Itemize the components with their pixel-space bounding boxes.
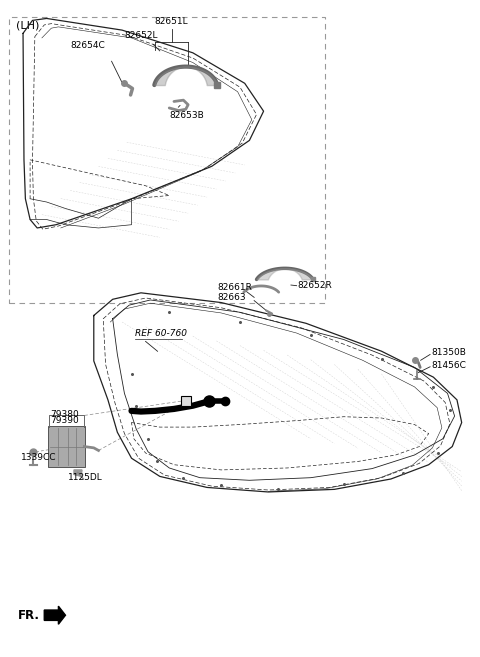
Text: (LH): (LH) xyxy=(16,20,39,30)
Bar xyxy=(181,396,192,406)
Polygon shape xyxy=(44,606,65,624)
Polygon shape xyxy=(74,470,82,476)
Text: 82661R: 82661R xyxy=(217,283,252,292)
Text: 1339CC: 1339CC xyxy=(21,453,56,462)
Text: 1125DL: 1125DL xyxy=(68,473,103,482)
Text: REF 60-760: REF 60-760 xyxy=(135,329,187,338)
Text: FR.: FR. xyxy=(18,609,40,622)
Text: 81350B: 81350B xyxy=(431,348,466,357)
Text: 79380: 79380 xyxy=(50,411,79,419)
Text: 82652R: 82652R xyxy=(298,281,332,290)
Text: 82652L: 82652L xyxy=(124,32,158,41)
Text: 79390: 79390 xyxy=(50,415,79,424)
FancyBboxPatch shape xyxy=(48,426,85,467)
Text: 82654C: 82654C xyxy=(71,41,106,49)
Text: 82653B: 82653B xyxy=(169,110,204,120)
Text: 82651L: 82651L xyxy=(155,17,189,26)
Text: 81456C: 81456C xyxy=(431,361,466,370)
Text: 82663: 82663 xyxy=(217,293,246,302)
